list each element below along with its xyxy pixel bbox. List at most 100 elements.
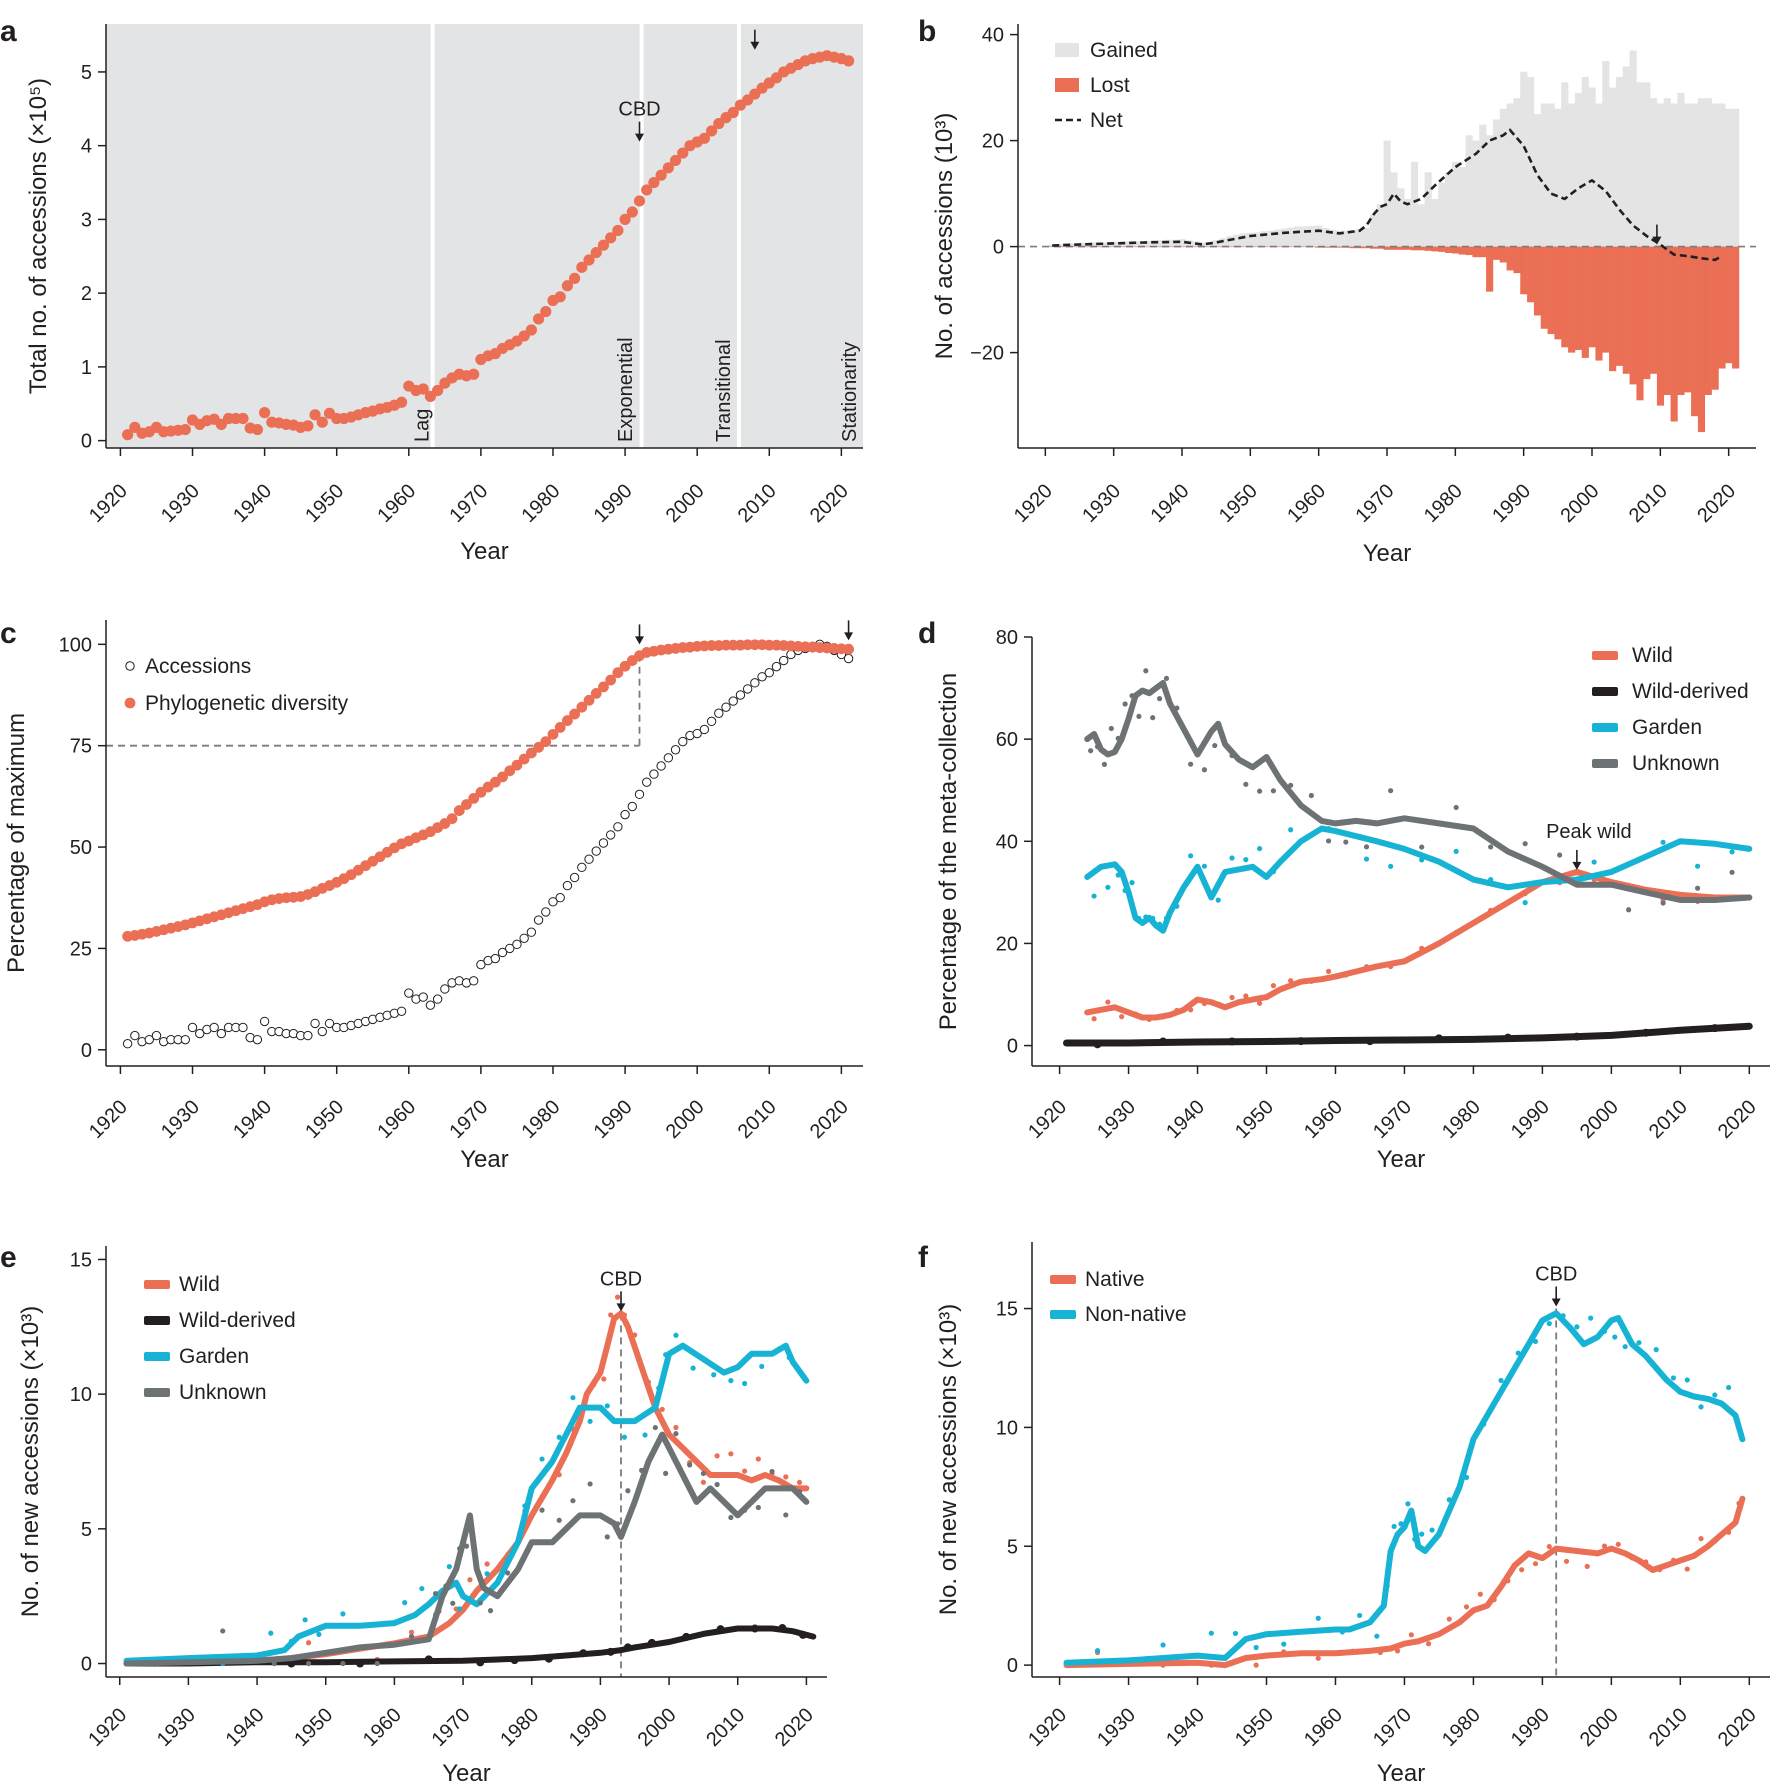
accessions-point [634,789,645,800]
accessions-point [598,838,609,848]
year-point [728,1378,734,1384]
gained-bar [1144,240,1152,247]
x-tick-label: 1980 [496,1704,543,1751]
year-point [1257,1000,1263,1006]
lost-bar [1663,246,1671,395]
year-point [700,1479,707,1485]
year-point [1363,856,1370,862]
pd-point [453,805,465,816]
gained-bar [1479,124,1487,247]
x-tick-label: 1950 [1215,480,1262,527]
panel-c: c 1920 1930 1940 1950 1960 1970 1980 1990 2000 201… [0,617,863,1173]
year-point [505,1570,511,1576]
year-point [608,1312,614,1318]
year-point [305,1660,312,1667]
lost-bar [1533,246,1542,316]
year-point [1108,725,1114,732]
x-tick-label: 1980 [518,1096,565,1143]
year-point [1136,713,1142,720]
gained-bar [1732,108,1740,247]
lost-bar [1629,246,1637,385]
year-point [302,1617,308,1623]
year-point [742,1380,748,1387]
accessions-point [440,984,450,994]
legend-swatch [144,1388,170,1397]
legend-swatch [1050,1275,1076,1284]
y-tick-label: 5 [81,1519,92,1541]
pd-point [583,694,595,706]
lost-bar [1561,246,1569,348]
lost-bar [1376,246,1384,249]
gained-bar [1089,242,1097,247]
accessions-point [620,809,630,820]
y-tick-label: 0 [1007,1036,1018,1058]
data-point [641,184,653,196]
data-point [597,239,610,251]
data-point [540,305,552,318]
year-point [796,1479,803,1485]
year-point [402,1600,408,1606]
cbd-label: CBD [618,99,660,121]
panel-f: f 1920 1930 1940 1950 1960 1970 1980 1990 2000 201… [918,1241,1770,1787]
pd-point [576,701,588,713]
gained-bar [1718,103,1726,247]
year-point [1546,1543,1552,1550]
cbd-arrow-head [1551,1298,1561,1307]
x-tick-label: 2000 [662,480,709,527]
year-point [1363,844,1370,850]
accessions-point [706,716,717,727]
year-point [1425,1641,1432,1647]
year-point [1419,1531,1425,1537]
year-point [642,1432,648,1438]
year-point [408,1629,415,1635]
x-tick-label: 1940 [1147,480,1194,527]
year-point [1201,767,1208,773]
legend-swatch [144,1352,170,1361]
x-tick-label: 1960 [1283,480,1330,527]
x-tick-label: 1930 [1093,1096,1140,1143]
gained-bar [1253,232,1261,247]
data-point [648,176,660,189]
year-point [1660,839,1666,845]
year-point [673,1431,679,1437]
pd-point [461,799,472,810]
year-point [1588,1315,1594,1321]
accessions-point [533,915,544,925]
gained-bar [1622,66,1630,247]
accessions-point [317,1026,327,1037]
x-tick-label: 1990 [590,1096,637,1143]
trend-line [1063,1022,1753,1047]
accessions-point [584,854,594,864]
x-tick-label: 1930 [153,1704,200,1751]
accessions-point [519,933,529,943]
x-tick-label: 1930 [1078,480,1125,527]
gained-bar [1417,204,1425,247]
accessions-point [404,988,414,998]
lost-bar [1650,246,1658,374]
accessions-point [656,761,666,771]
data-point [727,106,739,119]
year-point [1091,893,1097,899]
year-point [1105,999,1111,1005]
year-point [1325,838,1332,844]
gained-bar [1383,140,1391,247]
cbd-label: CBD [600,1268,642,1290]
gained-bar [1281,228,1289,247]
lost-bar [1390,246,1398,250]
accessions-point [591,846,601,856]
gained-bar [1547,103,1555,247]
x-tick-label: 1940 [1162,1704,1209,1751]
y-tick-label: 15 [70,1249,92,1271]
gained-bar [1274,229,1282,247]
x-tick-label: 1970 [428,1704,475,1751]
year-point [1712,1392,1718,1398]
data-point [432,384,444,397]
year-point [1694,863,1701,869]
trend-line [1063,1310,1746,1666]
accessions-point [216,1028,227,1039]
pd-point [497,771,508,783]
accessions-point [526,927,537,937]
accessions-point [259,1016,270,1027]
year-point [1315,1615,1321,1621]
year-point [1615,1541,1621,1547]
